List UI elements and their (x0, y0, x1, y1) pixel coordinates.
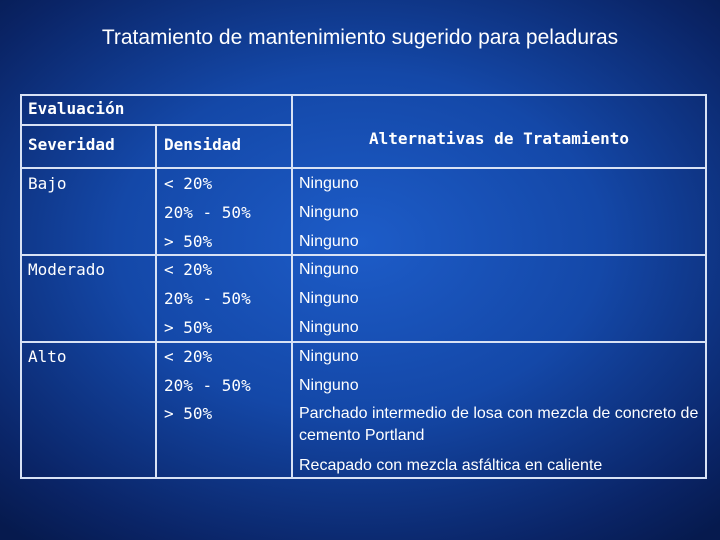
severity: Bajo (28, 174, 67, 193)
treatment: Ninguno (299, 203, 359, 221)
treatment-cell: Ninguno (299, 375, 699, 397)
severity: Alto (28, 346, 67, 366)
treatment-cell: Parchado intermedio de losa con mezcla d… (299, 403, 699, 477)
treatment-cell: Ninguno (299, 317, 699, 339)
treatment: Ninguno (299, 175, 359, 192)
border (20, 94, 22, 479)
column-header: Densidad (164, 135, 242, 154)
density: > 50% (164, 318, 213, 337)
border (705, 94, 707, 479)
treatment: Ninguno (299, 376, 359, 394)
treatment-cell: Ninguno (299, 173, 699, 195)
treatment: Recapado con mezcla asfáltica en calient… (299, 457, 603, 475)
severity: Moderado (28, 260, 106, 280)
border (20, 167, 707, 169)
border (20, 477, 707, 479)
column-header: Alternativas de Tratamiento (368, 129, 630, 148)
treatment-cell: Ninguno (299, 202, 699, 224)
group-header: Evaluación (28, 99, 125, 118)
treatment: Ninguno (299, 319, 359, 336)
treatment-cell: Ninguno (299, 259, 699, 281)
border (20, 124, 293, 126)
treatment: Ninguno (299, 290, 359, 308)
density: > 50% (164, 231, 213, 251)
treatment-cell: Ninguno (299, 231, 699, 253)
treatment-cell: Ninguno (299, 346, 699, 368)
density: > 50% (164, 404, 213, 424)
treatment: Ninguno (299, 232, 359, 250)
density: 20% - 50% (164, 289, 251, 309)
treatment-cell: Ninguno (299, 288, 699, 310)
density: < 20% (164, 346, 213, 366)
border (155, 125, 157, 479)
treatment: Ninguno (299, 347, 359, 365)
border (20, 94, 707, 96)
border (20, 340, 707, 343)
treatment: Parchado intermedio de losa con mezcla d… (299, 405, 699, 445)
density: 20% - 50% (164, 375, 251, 395)
density: 20% - 50% (164, 202, 251, 222)
border (20, 254, 707, 257)
border (291, 94, 293, 479)
treatment: Ninguno (299, 261, 359, 279)
density: < 20% (164, 174, 213, 193)
title: Tratamiento de mantenimiento sugerido pa… (101, 26, 619, 49)
density: < 20% (164, 260, 213, 280)
column-header: Severidad (28, 135, 115, 154)
